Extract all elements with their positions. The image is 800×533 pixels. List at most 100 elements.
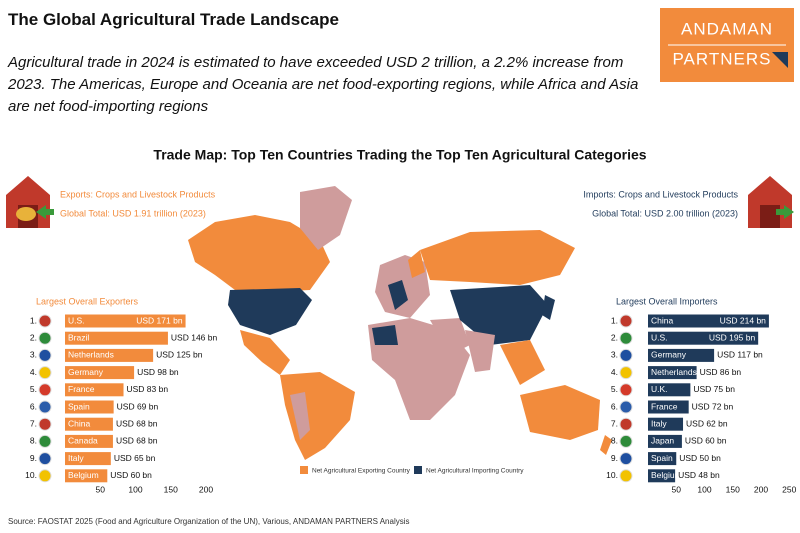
bar (65, 434, 113, 448)
value-label: USD 75 bn (693, 384, 735, 394)
bar-category: Italy (651, 418, 667, 428)
legend-label: Net Agricultural Exporting Country (312, 468, 411, 475)
bar-category: Italy (68, 453, 84, 463)
logo-text: ANDAMAN (681, 19, 773, 38)
flag-icon (38, 314, 52, 328)
bar (65, 469, 108, 483)
value-label: USD 83 bn (127, 384, 169, 394)
value-label: USD 171 bn (136, 315, 183, 325)
bar-category: France (68, 384, 95, 394)
bar-category: Spain (651, 453, 673, 463)
flag-icon (619, 452, 633, 466)
barn-icon (6, 176, 54, 228)
bar (648, 331, 759, 345)
flag-icon (38, 400, 52, 414)
bar-category: China (651, 315, 673, 325)
value-label: USD 195 bn (709, 332, 756, 342)
value-label: USD 68 bn (116, 418, 158, 428)
bar (648, 452, 677, 466)
rank-label: 10. (25, 470, 37, 480)
rank-label: 10. (606, 470, 618, 480)
flag-icon (619, 331, 633, 345)
x-tick-label: 50 (672, 484, 682, 494)
bar (65, 348, 154, 362)
bar-category: Germany (651, 350, 687, 360)
bar (648, 434, 682, 448)
value-label: USD 69 bn (117, 401, 159, 411)
bar-category: U.S. (651, 332, 668, 342)
imports-label: Imports: Crops and Livestock Products (583, 189, 738, 199)
bar-category: Netherlands (651, 367, 697, 377)
rank-label: 7. (30, 418, 37, 428)
bar-category: Belgium (68, 470, 99, 480)
flag-icon (38, 417, 52, 431)
bar-category: U.S. (68, 315, 85, 325)
bar (65, 383, 124, 397)
rank-label: 4. (30, 367, 37, 377)
rank-label: 4. (611, 367, 618, 377)
rank-label: 3. (611, 350, 618, 360)
bar (65, 417, 113, 431)
x-tick-label: 150 (164, 484, 178, 494)
page-subtitle: Agricultural trade in 2024 is estimated … (8, 54, 639, 115)
flag-icon (38, 348, 52, 362)
x-tick-label: 100 (697, 484, 711, 494)
value-label: USD 65 bn (114, 453, 156, 463)
x-tick-label: 200 (754, 484, 768, 494)
bar (65, 366, 135, 380)
imports-total: Global Total: USD 2.00 trillion (2023) (592, 208, 738, 218)
value-label: USD 68 bn (116, 436, 158, 446)
x-tick-label: 200 (199, 484, 213, 494)
value-label: USD 214 bn (720, 315, 767, 325)
rank-label: 7. (611, 418, 618, 428)
flag-icon (38, 383, 52, 397)
legend-swatch (414, 466, 422, 474)
flag-icon (38, 331, 52, 345)
bar-category: Netherlands (68, 350, 114, 360)
exports-total: Global Total: USD 1.91 trillion (2023) (60, 208, 206, 218)
map-title: Trade Map: Top Ten Countries Trading the… (153, 147, 646, 163)
rank-label: 1. (30, 315, 37, 325)
legend-label: Net Agricultural Importing Country (426, 468, 524, 475)
value-label: USD 60 bn (110, 470, 152, 480)
barn-icon (748, 176, 794, 228)
bar (648, 383, 691, 397)
x-tick-label: 100 (128, 484, 142, 494)
bar-category: Belgium (651, 470, 682, 480)
rank-label: 6. (611, 401, 618, 411)
bar-chart-title: Largest Overall Importers (616, 296, 718, 306)
bar (65, 314, 186, 328)
page-title: The Global Agricultural Trade Landscape (8, 10, 339, 29)
bar (648, 348, 715, 362)
bar-chart-title: Largest Overall Exporters (36, 296, 139, 306)
world-map (188, 186, 612, 460)
flag-icon (38, 434, 52, 448)
bar (65, 400, 114, 414)
bar (648, 366, 697, 380)
bar-category: Germany (68, 367, 104, 377)
value-label: USD 146 bn (171, 332, 218, 342)
flag-icon (619, 400, 633, 414)
exports-label: Exports: Crops and Livestock Products (60, 189, 216, 199)
flag-icon (38, 469, 52, 483)
bar (65, 331, 168, 345)
rank-label: 1. (611, 315, 618, 325)
rank-label: 2. (30, 332, 37, 342)
flag-icon (619, 417, 633, 431)
value-label: USD 50 bn (679, 453, 721, 463)
value-label: USD 62 bn (686, 418, 728, 428)
rank-label: 9. (30, 453, 37, 463)
flag-icon (38, 366, 52, 380)
x-tick-label: 50 (96, 484, 106, 494)
source: Source: FAOSTAT 2025 (Food and Agricultu… (8, 517, 410, 526)
bar (648, 314, 769, 328)
rank-label: 9. (611, 453, 618, 463)
value-label: USD 86 bn (700, 367, 742, 377)
x-tick-label: 150 (726, 484, 740, 494)
flag-icon (619, 314, 633, 328)
flag-icon (619, 348, 633, 362)
bar (648, 469, 676, 483)
value-label: USD 48 bn (678, 470, 720, 480)
